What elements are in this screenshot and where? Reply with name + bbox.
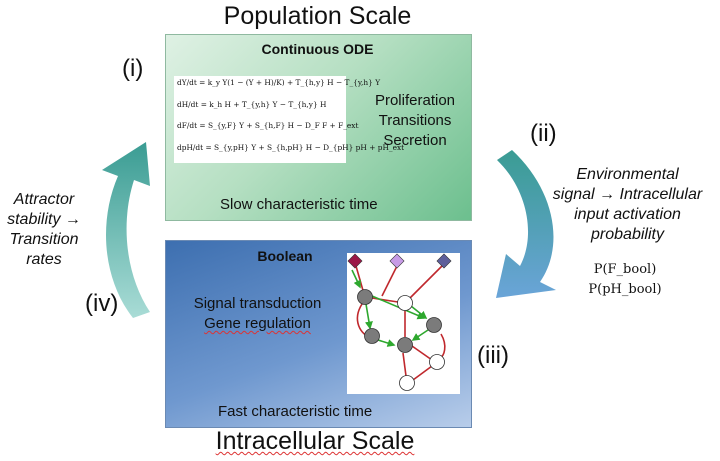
edge-n3-n5-green [411, 329, 429, 341]
node-3 [426, 317, 442, 333]
left-line-1: Attractor [13, 191, 75, 208]
ode-equation-2: dH/dt = k_h H + T_{y,h} Y − T_{h,y} H [177, 99, 327, 109]
label-ii: (ii) [530, 120, 557, 147]
ode-equation-3: dF/dt = S_{y,F} Y + S_{h,F} H − D_F F + … [177, 121, 359, 131]
input-diamond-red [347, 253, 363, 269]
edge-n2-n3-green [410, 305, 428, 319]
edge-n1-n4-green [365, 303, 373, 330]
edge-n1-n3-green [371, 295, 426, 320]
ode-process-secretion: Secretion [383, 132, 447, 149]
boolean-process-gene-text: Gene regulation [204, 315, 311, 332]
left-line-4: rates [26, 251, 62, 268]
boolean-process-list: Signal transduction Gene regulation [170, 294, 345, 334]
edge-n6-n7 [412, 365, 433, 381]
node-1 [357, 289, 373, 305]
intracellular-scale-title-text: Intracellular Scale [215, 427, 415, 455]
label-i: (i) [122, 55, 144, 82]
fast-time-label: Fast characteristic time [218, 403, 373, 420]
prob-ph-bool: P(pH_bool) [588, 282, 662, 297]
right-cycle-arrow [496, 150, 556, 298]
boolean-process-gene: Gene regulation [170, 314, 345, 334]
edge-d3-n3 [407, 263, 445, 301]
left-line-3: Transition [9, 231, 79, 248]
input-diamond-indigo [436, 253, 452, 269]
edge-n5-n6 [411, 345, 433, 361]
ode-process-list: Proliferation Transitions Secretion [360, 91, 470, 151]
node-7 [399, 375, 415, 391]
right-line-2: signal → Intracellular [552, 186, 703, 203]
left-line-2: stability → [7, 211, 81, 228]
node-4 [364, 328, 380, 344]
right-line-4: probability [591, 226, 664, 243]
node-6 [429, 354, 445, 370]
ode-equation-4: dpH/dt = S_{y,pH} Y + S_{h,pH} H − D_{pH… [177, 142, 405, 152]
label-iv: (iv) [85, 290, 119, 317]
right-line-1: Environmental [576, 166, 679, 183]
right-probabilities: P(F_bool) P(pH_bool) [560, 260, 690, 300]
edge-n3-n6 [439, 333, 446, 359]
label-iii: (iii) [477, 342, 509, 369]
edge-n4-n5-green [377, 339, 396, 347]
ode-equation-1: dY/dt = k_y Y(1 − (Y + H)/K) + T_{h,y} H… [177, 78, 381, 87]
boolean-box-heading: Boolean [257, 248, 313, 264]
ode-process-transitions: Transitions [378, 112, 452, 129]
population-scale-title: Population Scale [223, 2, 412, 30]
right-line-3: input activation [574, 206, 681, 223]
edge-d1-n1-green [351, 269, 361, 289]
edge-d2-n2 [381, 265, 398, 297]
ode-equations: dY/dt = k_y Y(1 − (Y + H)/K) + T_{h,y} H… [174, 76, 405, 163]
right-annotation: Environmental signal → Intracellular inp… [535, 165, 720, 245]
ode-process-proliferation: Proliferation [374, 92, 456, 109]
node-2 [397, 295, 413, 311]
left-annotation: Attractor stability → Transition rates [0, 190, 88, 270]
input-diamond-lilac [389, 253, 405, 269]
left-cycle-arrow [102, 142, 150, 318]
node-5 [397, 337, 413, 353]
intracellular-scale-title: Intracellular Scale [150, 427, 480, 456]
network-edges [351, 263, 446, 381]
slow-time-label: Slow characteristic time [220, 196, 378, 213]
ode-box-heading: Continuous ODE [261, 41, 374, 57]
edge-n5-n7 [402, 352, 407, 377]
boolean-process-signal: Signal transduction [193, 295, 322, 312]
prob-f-bool: P(F_bool) [593, 262, 657, 277]
